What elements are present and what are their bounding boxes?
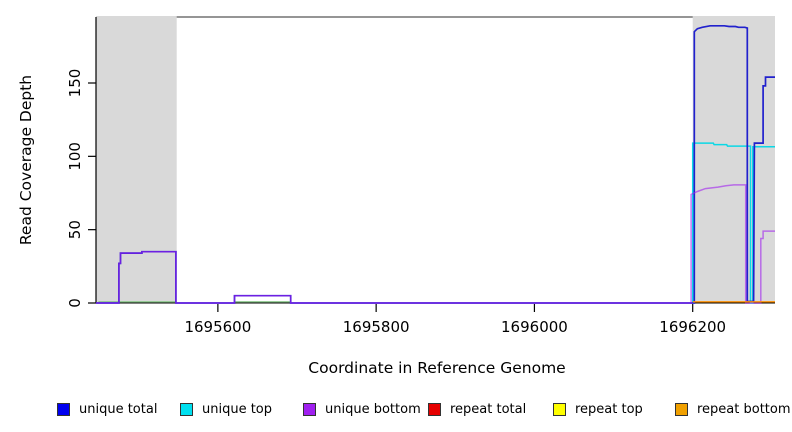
legend-swatch-icon (553, 403, 566, 416)
x-axis-title: Coordinate in Reference Genome (308, 359, 565, 377)
legend-label: unique bottom (325, 402, 421, 417)
repeat-region-right (692, 16, 775, 303)
legend-item-unique-bottom: unique bottom (303, 402, 421, 417)
y-tick-label: 50 (66, 220, 84, 239)
legend-swatch-icon (57, 403, 70, 416)
legend-label: unique top (202, 402, 273, 417)
coverage-plot: 1695600 1695800 1696000 1696200 0 50 100 150 Co… (17, 16, 775, 377)
y-axis-title: Read Coverage Depth (17, 75, 35, 245)
x-tick-label: 1695600 (184, 318, 251, 336)
legend: unique total unique top unique bottom repea… (0, 398, 792, 428)
coverage-plot-canvas: 1695600 1695800 1696000 1696200 0 50 100 150 Co… (17, 16, 775, 377)
legend-label: repeat bottom (697, 402, 791, 417)
x-tick-label: 1696000 (501, 318, 568, 336)
legend-label: repeat total (450, 402, 527, 417)
legend-swatch-icon (180, 403, 193, 416)
series-unique-top (691, 142, 775, 304)
y-tick-label: 150 (66, 69, 84, 98)
x-tick-label: 1696200 (659, 318, 726, 336)
legend-item-repeat-top: repeat top (553, 402, 643, 417)
legend-item-repeat-bottom: repeat bottom (675, 402, 791, 417)
legend-swatch-icon (303, 403, 316, 416)
repeat-region-left (96, 16, 177, 303)
legend-swatch-icon (428, 403, 441, 416)
y-tick-label: 0 (66, 298, 84, 308)
series-unique-bottom (96, 184, 775, 304)
legend-label: repeat top (575, 402, 643, 417)
y-tick-label: 100 (66, 142, 84, 171)
legend-item-unique-total: unique total (57, 402, 157, 417)
legend-item-unique-top: unique top (180, 402, 272, 417)
series-unique-total (96, 24, 775, 304)
legend-label: unique total (79, 402, 158, 417)
x-tick-label: 1695800 (343, 318, 410, 336)
legend-item-repeat-total: repeat total (428, 402, 526, 417)
legend-swatch-icon (675, 403, 688, 416)
